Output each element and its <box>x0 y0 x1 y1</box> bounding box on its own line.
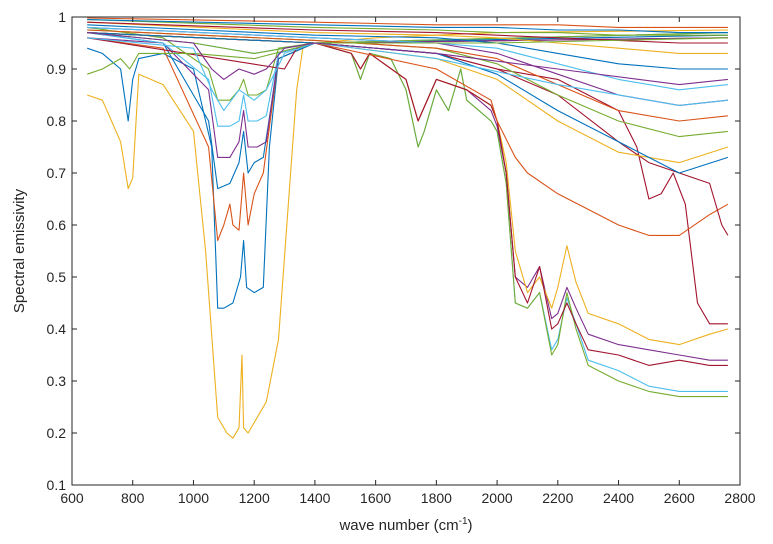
x-tick-label: 600 <box>60 490 84 506</box>
y-axis-title: Spectral emissivity <box>11 188 28 313</box>
series-line-6 <box>87 32 728 127</box>
x-tick-label: 1400 <box>299 490 330 506</box>
x-axis: 600 800 1000 1200 1400 1600 1800 2000 2200 2400 26… <box>60 17 756 506</box>
axes-box <box>71 16 741 486</box>
x-axis-title: wave number (cm-1) <box>338 516 472 534</box>
x-tick-label: 1000 <box>178 490 209 506</box>
y-tick-label: 0.2 <box>47 425 67 441</box>
y-tick-label: 0.1 <box>47 477 67 493</box>
series-layer <box>87 17 729 439</box>
series-line-26 <box>87 19 728 34</box>
x-tick-label: 1600 <box>360 490 391 506</box>
series-line-23 <box>87 21 728 54</box>
y-tick-label: 0.9 <box>47 61 67 77</box>
series-line-3 <box>87 37 728 242</box>
series-line-21 <box>87 26 728 91</box>
x-axis-title-end: ) <box>468 517 473 534</box>
x-tick-label: 2600 <box>664 490 695 506</box>
series-line-13 <box>87 37 728 325</box>
x-tick-label: 2400 <box>603 490 634 506</box>
series-line-27 <box>87 17 728 28</box>
series-line-25 <box>87 19 728 36</box>
series-line-1 <box>87 29 728 439</box>
y-tick-label: 0.3 <box>47 373 67 389</box>
y-tick-label: 1 <box>58 9 66 25</box>
x-tick-label: 800 <box>121 490 145 506</box>
series-line-9 <box>87 32 728 398</box>
series-line-4 <box>87 32 728 190</box>
series-line-30 <box>87 32 728 86</box>
series-line-2 <box>87 37 728 309</box>
y-tick-label: 0.6 <box>47 217 67 233</box>
y-tick-label: 0.4 <box>47 321 67 337</box>
series-line-29 <box>87 37 728 112</box>
x-axis-title-superscript: -1 <box>459 516 468 527</box>
series-line-28 <box>87 37 728 75</box>
series-line-14 <box>87 32 729 236</box>
x-tick-label: 2800 <box>724 490 755 506</box>
y-axis: 0.1 0.2 0.3 0.4 0.5 0.6 0.7 0.8 0.9 1 <box>47 9 740 493</box>
x-tick-label: 1800 <box>421 490 452 506</box>
series-line-24 <box>87 21 728 44</box>
x-axis-title-main: wave number (cm <box>338 517 458 534</box>
y-tick-label: 0.8 <box>47 113 67 129</box>
y-tick-label: 0.5 <box>47 269 67 285</box>
series-line-7 <box>87 26 728 101</box>
series-line-22 <box>87 24 728 70</box>
y-tick-label: 0.7 <box>47 165 67 181</box>
series-line-12 <box>87 32 728 366</box>
x-tick-label: 2000 <box>482 490 513 506</box>
x-tick-label: 1200 <box>239 490 270 506</box>
series-line-19 <box>87 29 728 122</box>
x-tick-label: 2200 <box>542 490 573 506</box>
series-line-11 <box>87 32 729 346</box>
